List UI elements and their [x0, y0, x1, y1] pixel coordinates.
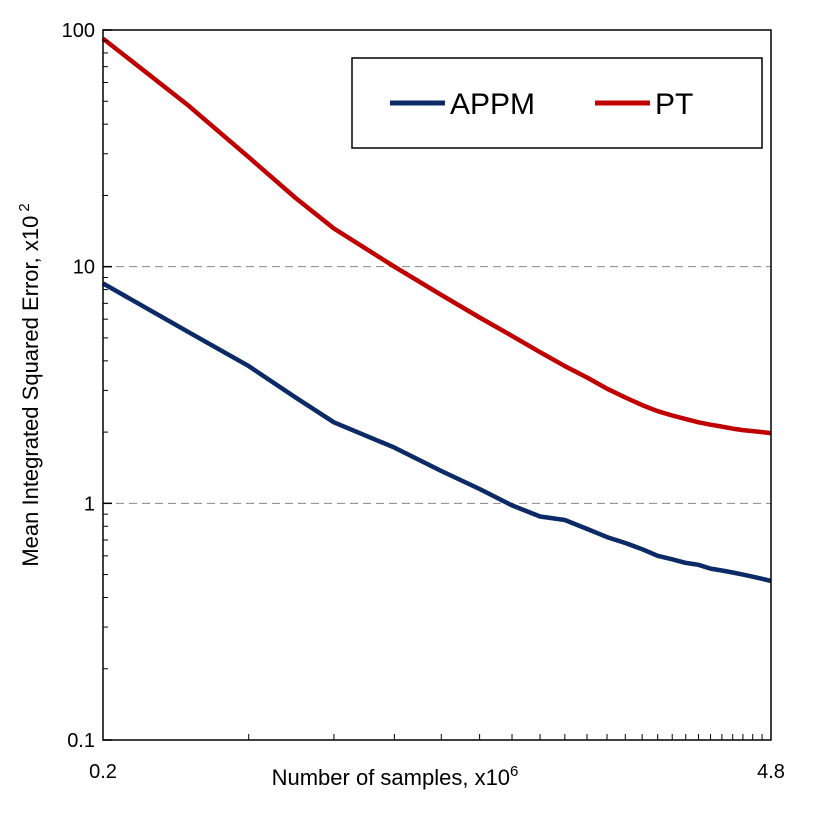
axis-ticks: 0.1 1 10 100 0.2 4.8	[62, 20, 785, 783]
x-axis-title-exponent: 6	[510, 763, 518, 780]
plot-area-frame	[102, 29, 772, 741]
y-axis-title-text: Mean Integrated Squared Error, x10	[18, 216, 43, 567]
gridlines	[103, 266, 771, 504]
y-tick-label: 10	[73, 257, 95, 279]
y-axis-title-exponent: 2	[16, 203, 33, 211]
series-line-pt	[101, 36, 772, 436]
x-tick-label: 4.8	[757, 761, 785, 783]
y-tick-label: 100	[62, 20, 95, 42]
x-axis-title: Number of samples, x106	[272, 763, 519, 790]
legend-items: APPM PT	[390, 88, 693, 121]
legend: APPM PT	[351, 57, 763, 149]
y-tick-label: 1	[84, 493, 95, 515]
legend-label-appm: APPM	[450, 88, 535, 121]
x-axis-title-text: Number of samples, x10	[272, 765, 510, 790]
y-tick-label: 0.1	[67, 730, 95, 752]
x-tick-label: 0.2	[89, 761, 117, 783]
legend-label-pt: PT	[655, 88, 693, 121]
series-lines	[101, 36, 772, 584]
y-axis-title: Mean Integrated Squared Error, x10 2	[16, 203, 43, 566]
series-line-appm	[101, 281, 772, 584]
